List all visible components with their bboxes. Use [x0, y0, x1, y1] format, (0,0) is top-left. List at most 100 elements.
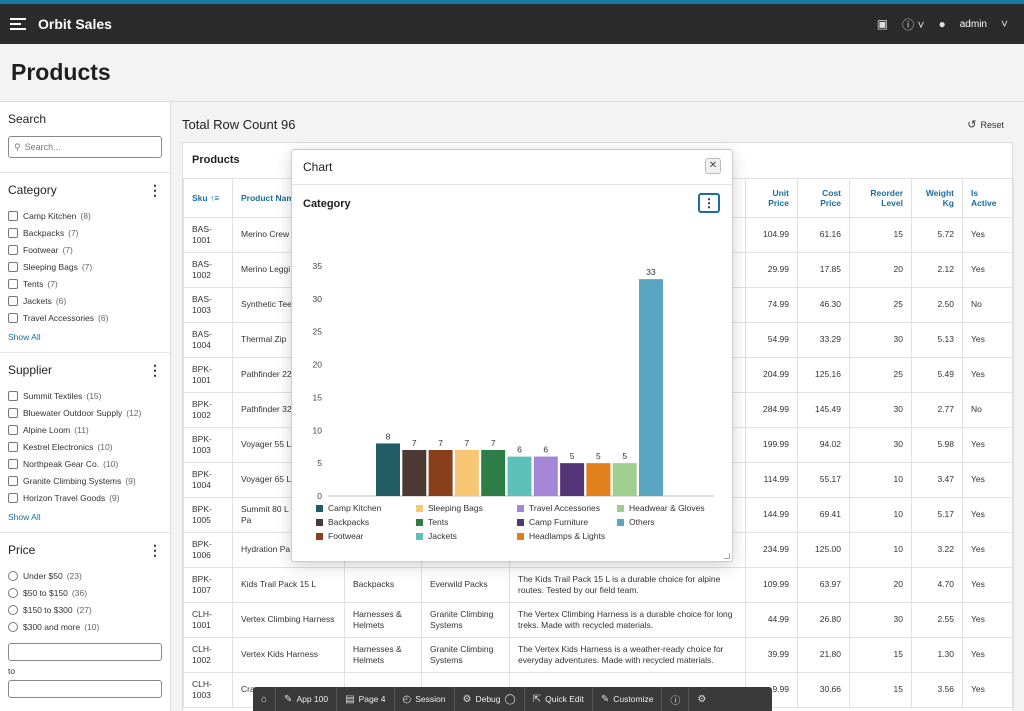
chat-icon[interactable]: ▣	[876, 17, 889, 31]
checkbox[interactable]	[8, 312, 18, 323]
supplier-option[interactable]: Granite Climbing Systems (9)	[8, 472, 162, 489]
price-max-input[interactable]	[8, 680, 162, 698]
menu-icon[interactable]	[10, 18, 26, 30]
facet-label: Kestrel Electronics	[23, 441, 94, 452]
kebab-menu-icon[interactable]: ⋮	[148, 541, 162, 558]
show-all-link[interactable]: Show All	[8, 332, 41, 342]
radio-button[interactable]	[8, 587, 18, 598]
price-option[interactable]: Under $50 (23)	[8, 567, 162, 584]
data-label: 7	[438, 438, 443, 448]
checkbox[interactable]	[8, 278, 18, 289]
cell-active: No	[962, 392, 1014, 428]
cell-reorder: 20	[849, 567, 912, 603]
bar-sleeping-bags	[454, 450, 479, 496]
app-title[interactable]: Orbit Sales	[38, 16, 112, 32]
resize-handle-icon[interactable]	[724, 553, 730, 559]
cell-sku: BAS-1003	[183, 287, 233, 323]
price-option[interactable]: $300 and more (10)	[8, 618, 162, 635]
facet-count: (7)	[47, 278, 58, 289]
kebab-menu-icon[interactable]: ⋮	[148, 361, 162, 378]
facet-count: (7)	[68, 227, 79, 238]
supplier-option[interactable]: Northpeak Gear Co. (10)	[8, 455, 162, 472]
column-header-sku[interactable]: Sku ↑≡	[183, 178, 233, 218]
toolbar-quick-edit[interactable]: ⇱ Quick Edit	[525, 687, 593, 711]
facet-label: Sleeping Bags	[23, 261, 78, 272]
column-header-unit-price[interactable]: Unit Price	[745, 178, 798, 218]
cell-sku: CLH-1001	[183, 602, 233, 638]
checkbox[interactable]	[8, 210, 18, 221]
checkbox[interactable]	[8, 261, 18, 272]
supplier-option[interactable]: Summit Textiles (15)	[8, 387, 162, 404]
supplier-option[interactable]: Alpine Loom (11)	[8, 421, 162, 438]
table-row[interactable]: CLH-1002 Vertex Kids Harness Harnesses & H…	[183, 637, 1014, 673]
supplier-facet: Supplier ⋮ Summit Textiles (15) Bluewater …	[0, 353, 170, 533]
price-option[interactable]: $50 to $150 (36)	[8, 584, 162, 601]
price-min-input[interactable]	[8, 643, 162, 661]
search-input[interactable]: ⚲ Search...	[8, 136, 162, 158]
checkbox[interactable]	[8, 407, 18, 418]
supplier-heading: Supplier	[8, 363, 53, 377]
column-header-reorder-level[interactable]: Reorder Level	[849, 178, 912, 218]
checkbox[interactable]	[8, 492, 18, 503]
toolbar-page[interactable]: ▤ Page 4	[337, 687, 395, 711]
radio-button[interactable]	[8, 621, 18, 632]
category-option[interactable]: Travel Accessories (6)	[8, 309, 162, 326]
facet-label: $150 to $300	[23, 604, 73, 615]
cell-reorder: 10	[849, 497, 912, 533]
facet-count: (23)	[66, 570, 82, 581]
toolbar-customize[interactable]: ✎ Customize	[593, 687, 663, 711]
price-option[interactable]: $150 to $300 (27)	[8, 601, 162, 618]
cell-weight: 5.98	[911, 427, 963, 463]
table-row[interactable]: CLH-1001 Vertex Climbing Harness Harnesses…	[183, 602, 1014, 638]
chart-actions-menu-icon[interactable]: ⋮	[698, 193, 720, 213]
info-icon: ⓘ	[670, 695, 681, 707]
toolbar-session[interactable]: ◴ Session	[395, 687, 455, 711]
category-option[interactable]: Tents (7)	[8, 275, 162, 292]
facet-label: Granite Climbing Systems	[23, 475, 122, 486]
category-option[interactable]: Camp Kitchen (8)	[8, 207, 162, 224]
table-row[interactable]: BPK-1007 Kids Trail Pack 15 L Backpacks Eve…	[183, 567, 1014, 603]
cell-reorder: 30	[849, 602, 912, 638]
close-icon[interactable]: ✕	[705, 158, 721, 174]
chevron-down-icon[interactable]: ˅	[1000, 17, 1008, 31]
supplier-option[interactable]: Bluewater Outdoor Supply (12)	[8, 404, 162, 421]
column-header-weight-kg[interactable]: Weight Kg	[911, 178, 963, 218]
column-header-is-active[interactable]: Is Active	[962, 178, 1014, 218]
toolbar-info[interactable]: ⓘ	[662, 687, 690, 711]
show-all-link[interactable]: Show All	[8, 512, 41, 522]
user-name[interactable]: admin	[959, 18, 987, 30]
category-bar-chart: 0 5 10 15 20 25 30 35 8 7 7 7 7 6 6 5 5 5 33 Camp Kitchen Ba…	[313, 261, 714, 541]
checkbox[interactable]	[8, 227, 18, 238]
toolbar-debug[interactable]: ⚙ Debug ◯	[455, 687, 525, 711]
cell-cost: 55.17	[797, 462, 850, 498]
toolbar-settings[interactable]: ⚙	[689, 687, 714, 711]
help-icon[interactable]: ⓘ ˅	[902, 17, 925, 32]
column-header-cost-price[interactable]: Cost Price	[797, 178, 850, 218]
radio-button[interactable]	[8, 570, 18, 581]
toolbar-app[interactable]: ✎ App 100	[276, 687, 338, 711]
category-option[interactable]: Footwear (7)	[8, 241, 162, 258]
toolbar-home[interactable]: ⌂	[253, 687, 277, 711]
user-icon[interactable]: ●	[938, 17, 946, 31]
category-option[interactable]: Sleeping Bags (7)	[8, 258, 162, 275]
checkbox[interactable]	[8, 475, 18, 486]
kebab-menu-icon[interactable]: ⋮	[148, 181, 162, 198]
checkbox[interactable]	[8, 441, 18, 452]
y-tick-label: 5	[317, 458, 322, 468]
checkbox[interactable]	[8, 424, 18, 435]
supplier-option[interactable]: Kestrel Electronics (10)	[8, 438, 162, 455]
radio-button[interactable]	[8, 604, 18, 615]
data-label: 6	[543, 445, 548, 455]
checkbox[interactable]	[8, 295, 18, 306]
category-option[interactable]: Backpacks (7)	[8, 224, 162, 241]
category-facet: Category ⋮ Camp Kitchen (8) Backpacks (7) F…	[0, 173, 170, 353]
supplier-option[interactable]: Horizon Travel Goods (9)	[8, 489, 162, 506]
category-option[interactable]: Jackets (6)	[8, 292, 162, 309]
reset-button[interactable]: ↺ Reset	[967, 118, 1004, 131]
facet-count: (9)	[125, 475, 136, 486]
checkbox[interactable]	[8, 244, 18, 255]
search-icon: ⚲	[14, 141, 21, 152]
checkbox[interactable]	[8, 458, 18, 469]
facet-label: Backpacks	[23, 227, 65, 238]
checkbox[interactable]	[8, 390, 18, 401]
